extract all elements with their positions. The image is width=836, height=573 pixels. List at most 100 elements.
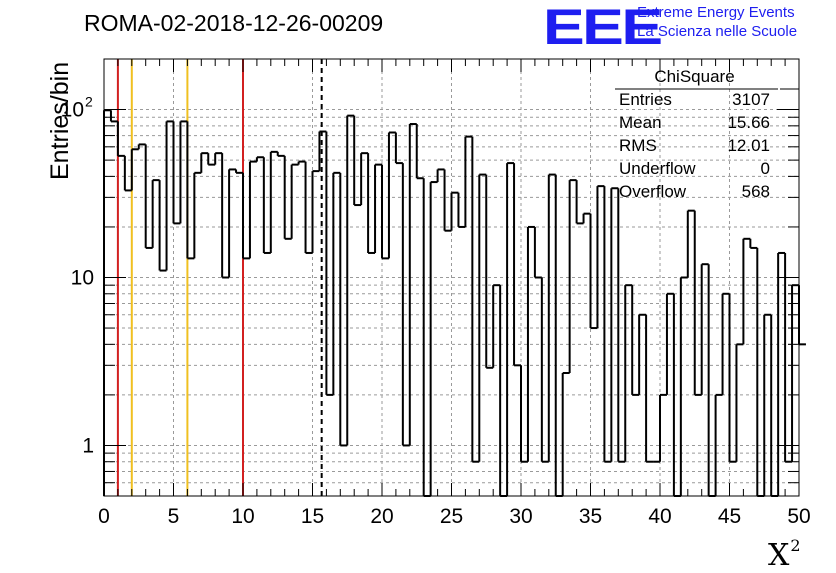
histogram-bins [103,109,806,497]
y-tick-label: 10 [61,99,84,122]
y-tick-label: 10 [71,267,94,290]
histogram-bin [624,284,633,462]
x-axis-title-superscript: 2 [790,536,801,555]
y-axis-title-wrap: Entries/bin [10,40,74,190]
histogram-bin [235,169,243,174]
stats-title: ChiSquare [654,67,735,86]
histogram-bin [589,213,598,330]
histogram-bin [791,284,799,462]
histogram-bin [547,173,556,462]
histogram-bin [492,284,501,368]
eee-logo-line2: La Scienza nelle Scuole [637,23,798,40]
histogram-bin [429,181,438,496]
histogram-bin [770,314,779,497]
histogram-bin [700,263,709,395]
x-tick-label: 35 [579,505,602,528]
histogram-bin [116,121,125,157]
histogram-bin [255,156,264,162]
histogram-bin [464,135,473,227]
histogram-bin [450,191,459,231]
histogram-bin [381,164,389,260]
histogram-bin [415,124,424,180]
histogram-bin [408,123,417,446]
histogram-bin [777,251,786,496]
stats-value: 15.66 [727,113,770,132]
x-tick-label: 5 [168,505,180,528]
histogram-bin [325,131,334,396]
histogram-bin [394,132,403,165]
histogram-bin [693,210,702,396]
histogram-bin [520,365,528,463]
stats-row-underflow: Underflow 0 [611,157,778,180]
x-tick-label: 20 [370,505,393,528]
run-title: ROMA-02-2018-12-26-00209 [84,10,384,36]
y-axis-title: Entries/bin [46,61,74,180]
histogram-bin [478,173,487,462]
histogram-bin [665,292,674,395]
histogram-bin [533,226,542,279]
histogram-bin [443,169,452,232]
histogram-bin [471,136,480,463]
histogram-bin [269,150,278,253]
x-axis-title: X2 [768,536,801,573]
histogram-bin [214,152,223,165]
histogram-bin [401,163,410,447]
stats-label: Mean [619,113,662,132]
eee-logo-caption: Extreme Energy Events La Scienza nelle S… [637,3,797,41]
histogram-bin [130,148,139,191]
histogram-bin [763,313,772,496]
histogram-bin [659,393,667,462]
histogram-bin [360,152,369,206]
histogram-bin [339,172,348,447]
histogram-bin [540,277,549,463]
histogram-bin [311,170,320,253]
histogram-bin [165,120,174,271]
histogram-bin [387,131,396,259]
histogram-bin [228,168,237,278]
histogram-bin [137,143,146,150]
histogram-bin [144,144,153,249]
histogram-bin [304,161,313,254]
histogram-bin [603,186,612,463]
stats-row-entries: Entries 3107 [611,88,778,111]
stats-row-overflow: Overflow 568 [611,180,778,203]
histogram-bin [262,157,271,254]
histogram-bin [158,180,167,272]
histogram-bin [109,110,118,123]
x-tick-label: 45 [718,505,741,528]
stats-box: ChiSquare Entries 3107 Mean 15.66 RMS 12.01… [611,65,778,203]
stats-value: 12.01 [727,136,770,155]
x-tick-label: 15 [301,505,324,528]
histogram-bin [582,212,591,224]
histogram-bin [200,152,209,173]
stats-row-rms: RMS 12.01 [611,134,778,157]
histogram-bin [332,171,341,395]
eee-logo-line1: Extreme Energy Events [637,4,795,21]
axis-ticks [103,58,800,497]
histogram-bin [422,178,431,497]
histogram-bin [221,153,230,279]
histogram-bin [151,179,160,248]
y-tick-label-exponent: 2 [85,94,93,110]
histogram-bin [276,151,285,157]
stats-label: Underflow [619,159,696,178]
histogram-bin [631,285,640,396]
histogram-bin [742,237,751,345]
histogram-bin [714,393,723,496]
histogram-bin [617,188,626,463]
histogram-bin [485,174,494,369]
histogram-bin [798,285,806,346]
histogram-bin [283,155,292,240]
histogram-bin [374,163,382,253]
histogram-bin [554,174,563,497]
x-axis-title-text: X [768,538,790,573]
histogram-bin [318,130,327,172]
stats-row-mean: Mean 15.66 [611,111,778,134]
histogram-bin [457,192,466,228]
stats-label: Overflow [619,182,687,201]
stats-label: Entries [619,90,672,109]
histogram-bin [242,172,250,260]
histogram-bin [728,293,737,463]
